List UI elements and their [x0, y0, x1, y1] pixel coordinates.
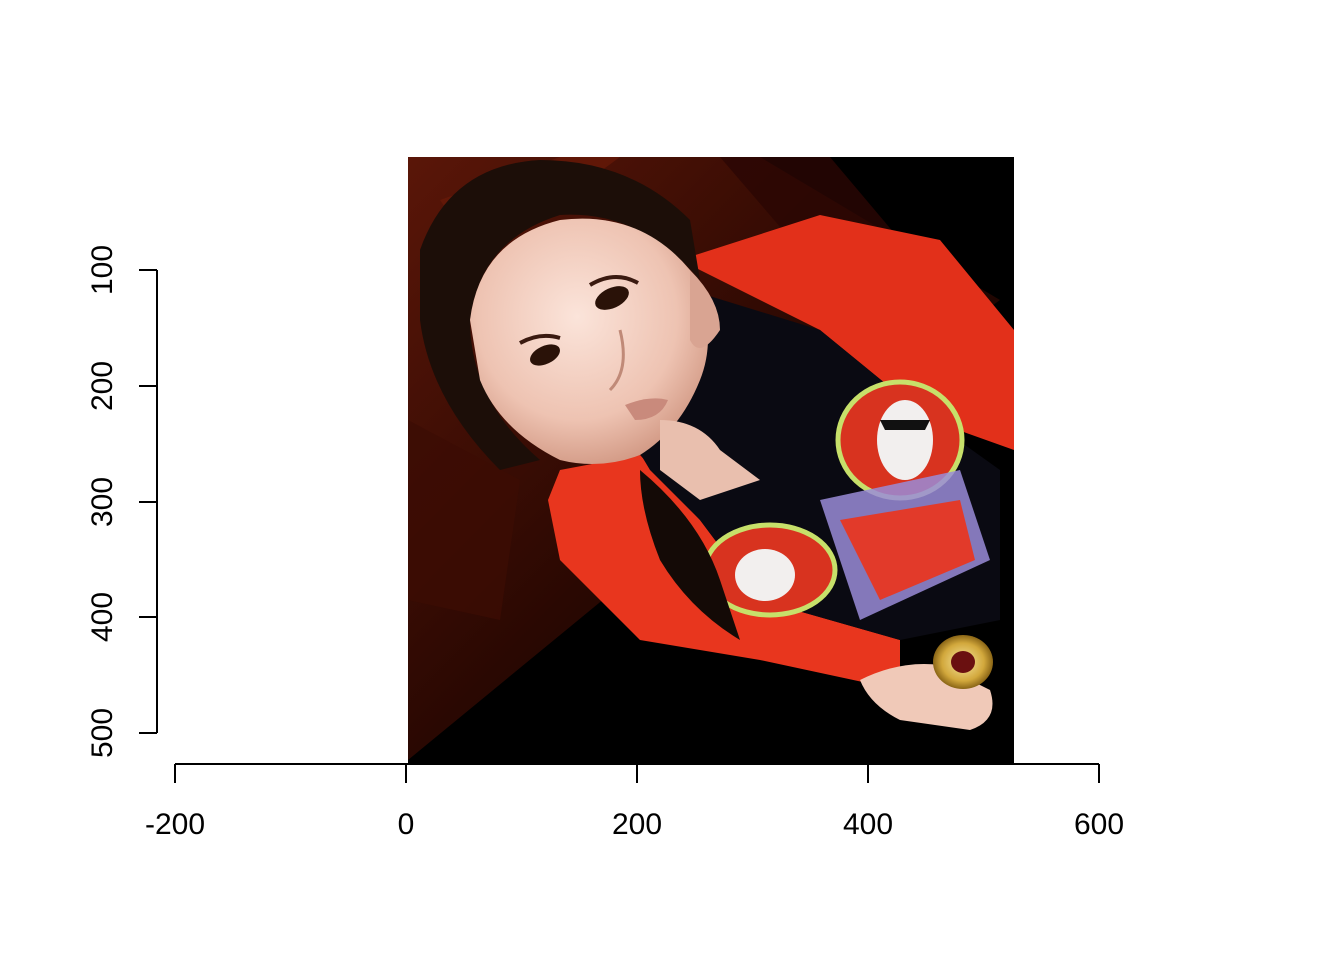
x-axis — [174, 763, 1100, 783]
y-tick-label: 500 — [86, 708, 119, 758]
x-tick-label: 200 — [612, 808, 662, 841]
x-tick-label: 400 — [843, 808, 893, 841]
y-tick-label: 300 — [86, 477, 119, 527]
x-tick-label: 0 — [398, 808, 415, 841]
x-tick-label: -200 — [145, 808, 205, 841]
y-tick-label: 200 — [86, 361, 119, 411]
y-tick-label: 100 — [86, 245, 119, 295]
photo — [408, 157, 1014, 763]
x-tick-label: 600 — [1074, 808, 1124, 841]
y-axis — [139, 269, 158, 734]
y-tick-label: 400 — [86, 592, 119, 642]
